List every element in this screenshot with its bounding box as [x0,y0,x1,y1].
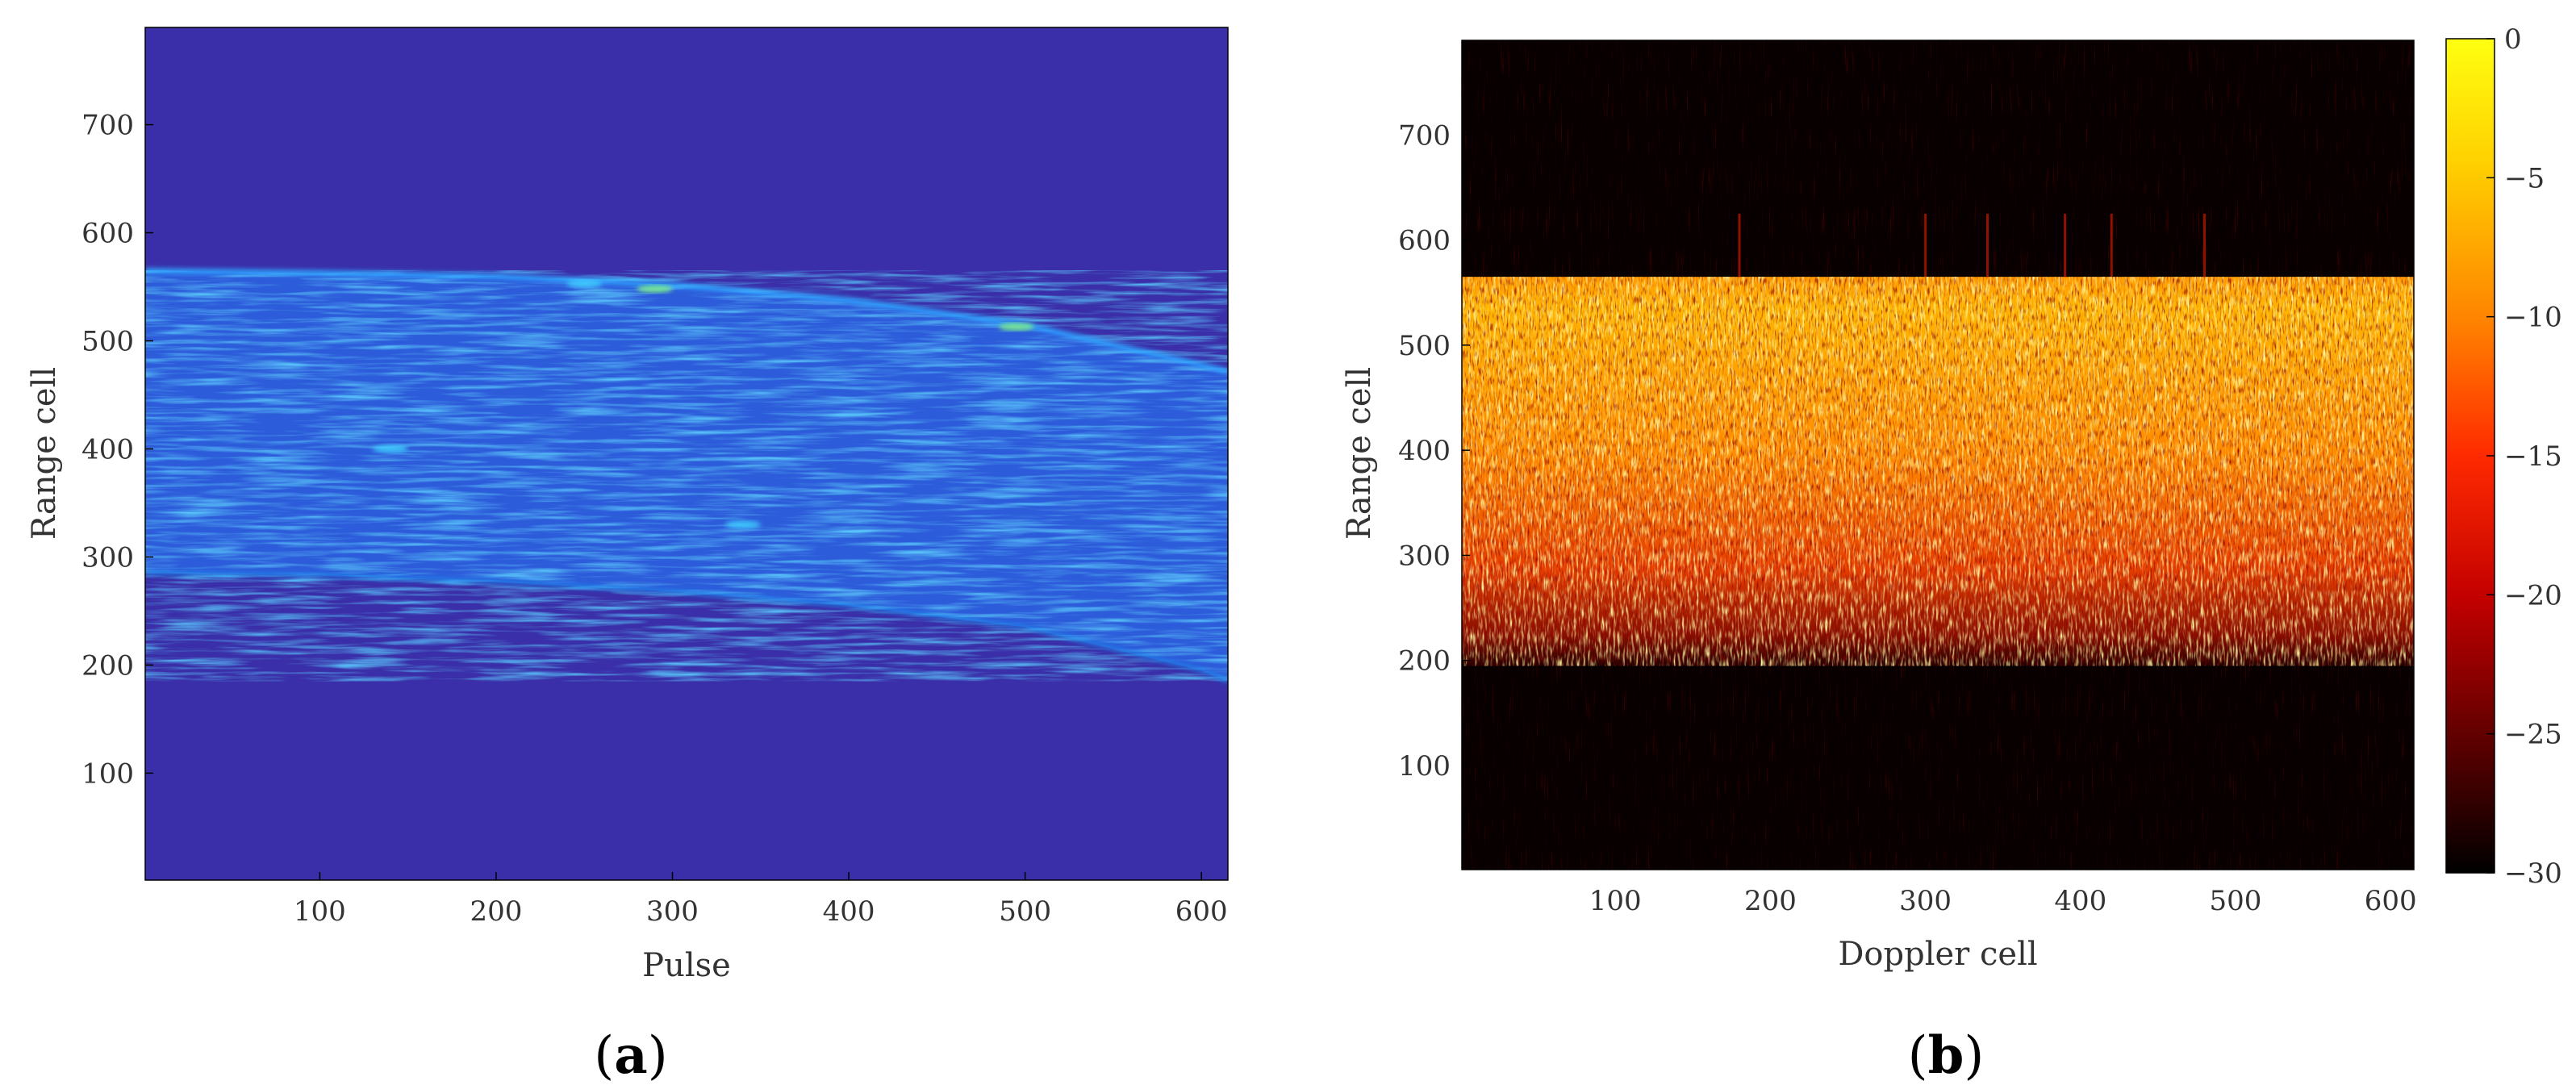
colorbar-tick-label: 0 [2504,23,2522,56]
y-tick-label: 700 [81,110,134,142]
signal-band-bottom-edge-a [145,571,1228,683]
y-tick-label: 500 [81,326,134,358]
y-tick-label: 100 [81,757,134,790]
colorbar-ticks: 0 −5 −10 −15 −20 −25 −30 [2486,23,2562,890]
xlabel-a: Pulse [642,947,731,984]
hotspot [637,285,673,294]
colorbar-tick-label: −20 [2504,579,2562,611]
y-tick-label: 200 [1398,645,1451,678]
signal-band-top-edge-a [145,268,1228,373]
x-tick-label: 100 [1589,885,1642,917]
x-tick-label: 500 [999,895,1051,928]
x-tick-label: 100 [294,895,346,928]
hotspot [566,279,603,288]
ylabel-b: Range cell [1341,367,1378,540]
plot-frame-b [1461,40,2415,870]
y-tick-label: 400 [1398,435,1451,467]
panel-label-a: (a) [594,1025,667,1085]
panel-label-a-letter: a [614,1025,647,1085]
x-tick-label: 200 [1744,885,1797,917]
ylabel-a: Range cell [26,367,63,540]
xlabel-b: Doppler cell [1838,936,2037,973]
hotspot [998,323,1034,332]
y-tick-label: 400 [81,433,134,465]
x-tick-label: 200 [470,895,522,928]
panel-label-b: (b) [1908,1025,1985,1085]
x-tick-label: 400 [2054,885,2106,917]
colorbar-tick-label: −30 [2504,858,2562,890]
ticks-b: 100 200 300 400 500 600 100 200 300 400 500 600 700 [1398,119,2417,917]
y-tick-label: 100 [1398,750,1451,782]
colorbar-tick-label: −15 [2504,440,2562,473]
plot-area-b [1461,40,2415,870]
chart-a: 100 200 300 400 500 600100200300400500600700 … [26,27,1229,1085]
hotspot [724,520,761,529]
y-tick-label: 300 [81,541,134,574]
y-tick-label: 200 [81,649,134,682]
y-tick-label: 600 [1398,225,1451,257]
colorbar-tick-label: −5 [2504,162,2545,194]
colorbar: 0 −5 −10 −15 −20 −25 −30 [2445,23,2562,890]
hotspots-a [372,279,1034,529]
hotspot [372,444,408,453]
x-tick-label: 500 [2210,885,2262,917]
plot-area-a [144,27,1229,881]
ticks-a: 100 200 300 400 500 600 100 200 300 400 500 600 700 [81,110,1228,928]
y-tick-label: 700 [1398,119,1451,152]
y-tick-label: 300 [1398,540,1451,572]
plot-frame-a [144,27,1229,881]
y-tick-label: 500 [1398,330,1451,362]
colorbar-tick-label: −10 [2504,302,2562,334]
x-tick-label: 600 [1175,895,1228,928]
x-tick-label: 300 [1899,885,1952,917]
x-tick-label: 400 [823,895,875,928]
panel-label-b-letter: b [1928,1025,1964,1085]
spikes-b [1738,213,2207,278]
signal-band-dark-texture-b [1462,277,2414,666]
y-tick-label: 600 [81,218,134,250]
x-tick-label: 600 [2365,885,2417,917]
colorbar-tick-label: −25 [2504,719,2562,751]
x-tick-label: 300 [646,895,699,928]
